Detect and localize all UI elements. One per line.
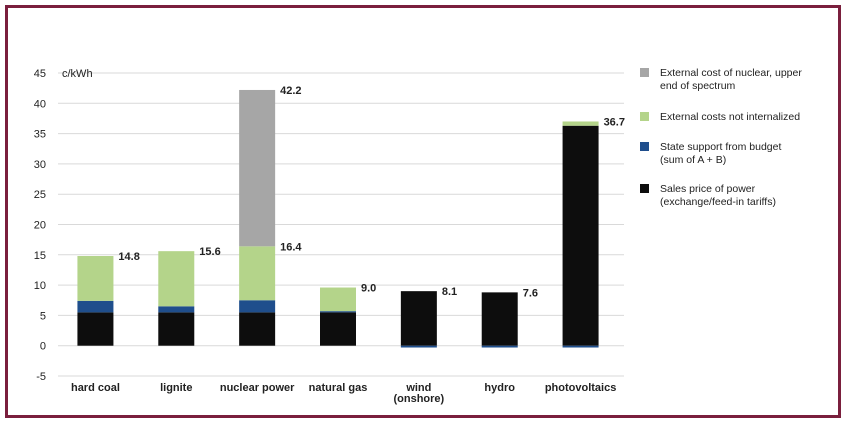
bar-total-label: 8.1 [442,286,457,298]
x-tick-label: photovoltaics [545,382,617,394]
x-tick-label: hydro [484,382,515,394]
legend-swatch [640,112,649,121]
y-tick-label: 5 [40,310,46,322]
x-tick-label: natural gas [309,382,368,394]
legend-swatch [640,142,649,151]
legend: External cost of nuclear, upper end of sp… [640,67,802,208]
bars: 14.8 15.6 42.2 9.0 8.1 7.6 36.7 16.4 [77,85,625,348]
y-axis: -5 0 5 10 15 20 25 30 35 40 45 [34,68,46,383]
bar-segment [400,345,437,348]
bar-total-label: 7.6 [523,287,538,299]
bar-total-label: 14.8 [118,251,139,263]
legend-label: External cost of nuclear, upper end of sp… [660,67,802,92]
bar-segment [239,300,276,313]
y-tick-label: 0 [40,341,46,353]
y-tick-label: -5 [36,371,46,383]
gridlines [58,72,624,377]
bar-segment [400,291,437,346]
bar-total-label: 9.0 [361,283,376,295]
legend-swatch [640,68,649,77]
bar-segment [239,312,276,346]
bar-total-label: 42.2 [280,85,301,97]
bar-segment [158,312,195,346]
bar-inner-label: 16.4 [280,241,302,253]
y-axis-unit-label: c/kWh [62,68,93,80]
y-tick-label: 45 [34,68,46,80]
y-tick-label: 25 [34,189,46,201]
bar-segment [239,246,276,301]
bar-segment [481,345,518,348]
chart-frame [5,5,841,418]
bar-total-label: 36.7 [604,116,625,128]
bar-segment [77,312,114,346]
bar-segment [320,311,356,313]
bar-segment [320,312,356,346]
bar-total-label: 15.6 [199,246,220,258]
bar-segment [158,251,195,307]
legend-label: Sales price of power (exchange/feed-in ta… [660,183,776,208]
bar-segment [562,345,599,348]
x-tick-label: wind (onshore) [393,382,444,405]
bar-segment [77,256,114,301]
x-tick-label: hard coal [71,382,120,394]
x-axis: hard coal lignite nuclear power natural gas… [71,382,616,405]
bar-segment [562,121,599,126]
x-tick-label: nuclear power [220,382,295,394]
bar-segment [481,292,518,346]
bar-segment [239,89,276,247]
bar-segment [320,287,356,312]
y-tick-label: 40 [34,98,46,110]
x-tick-label: lignite [160,382,192,394]
y-tick-label: 20 [34,220,46,232]
y-tick-label: 35 [34,129,46,141]
legend-swatch [640,184,649,193]
y-tick-label: 10 [34,280,46,292]
bar-segment [77,300,114,313]
legend-label: State support from budget (sum of A + B) [660,141,781,166]
y-tick-label: 30 [34,159,46,171]
y-tick-label: 15 [34,250,46,262]
bar-segment [158,306,195,313]
bar-segment [562,125,599,346]
legend-label: External costs not internalized [660,111,800,123]
